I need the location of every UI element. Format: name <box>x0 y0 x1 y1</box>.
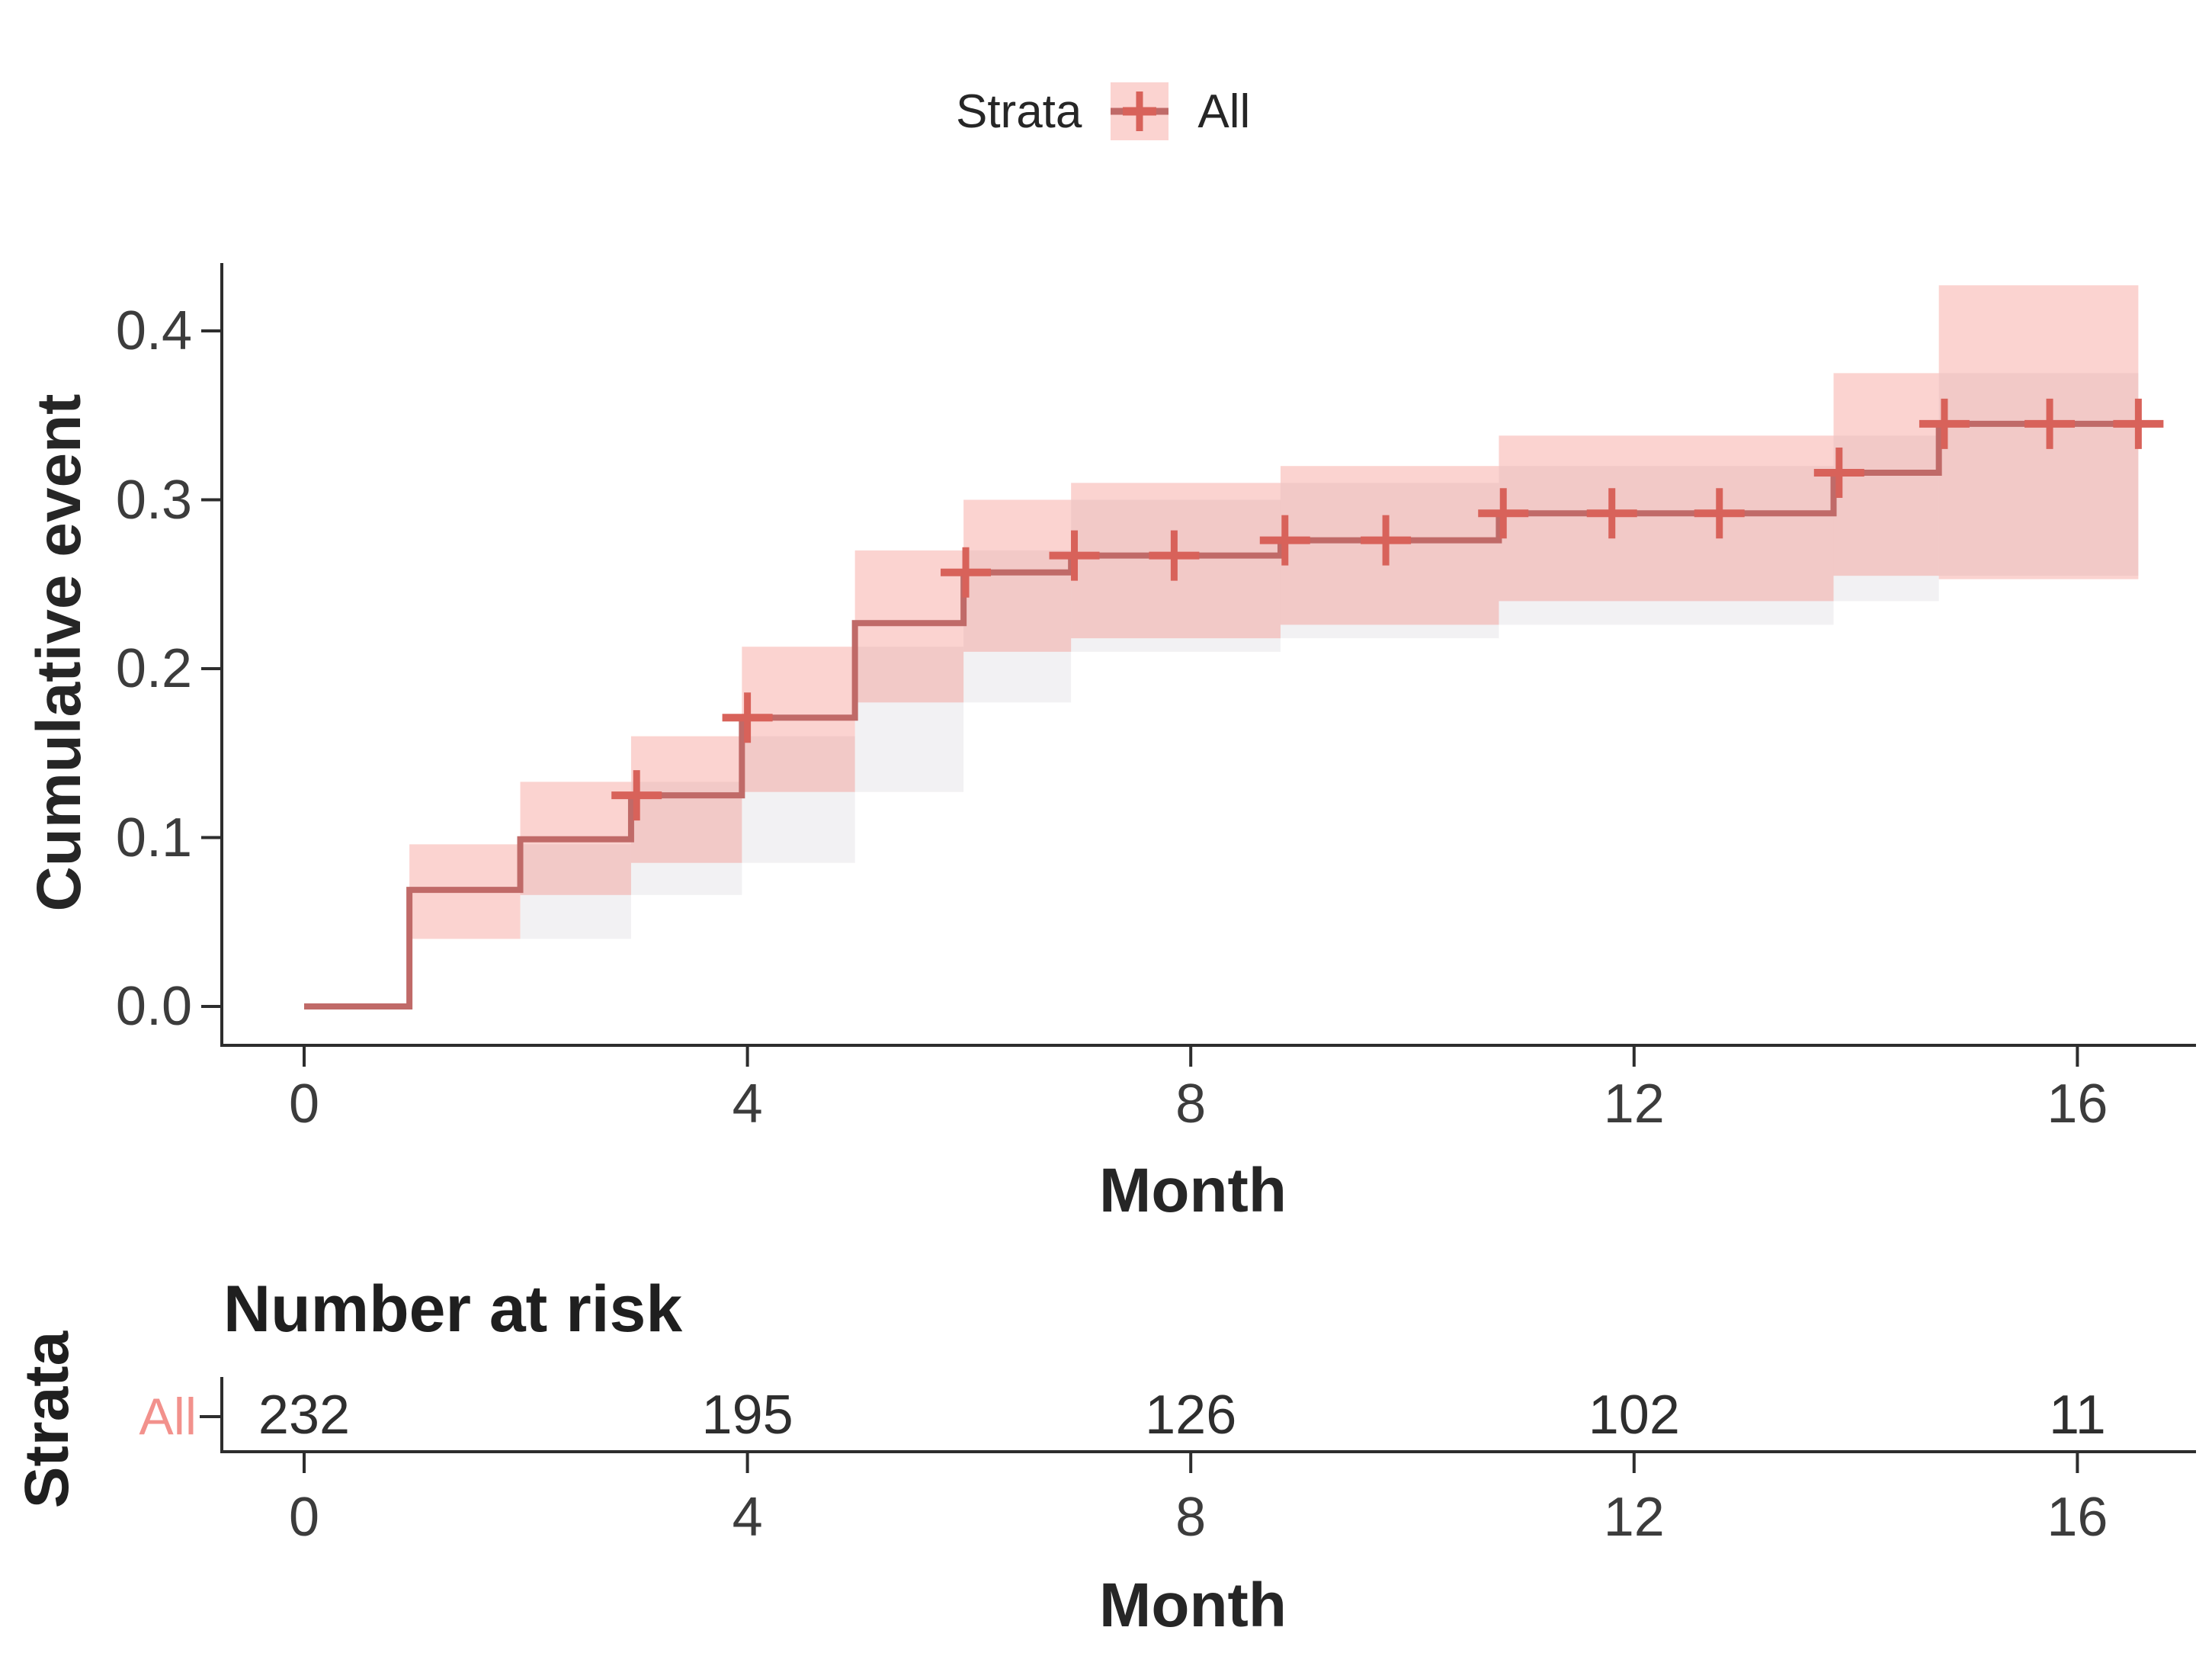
risk-count-value: 232 <box>258 1385 351 1446</box>
risk-table-x-axis-title: Month <box>1099 1571 1287 1640</box>
risk-x-tick-label: 4 <box>732 1487 763 1548</box>
censor-plus-icon <box>1111 91 1169 131</box>
ci-band-segment <box>1499 435 1834 602</box>
risk-count-value: 126 <box>1145 1385 1237 1446</box>
y-tick-label: 0.2 <box>115 638 192 699</box>
x-tick-label: 8 <box>1175 1074 1207 1135</box>
y-tick-label: 0.1 <box>115 807 192 868</box>
ci-band-segment <box>1938 285 2139 579</box>
x-tick-label: 16 <box>2047 1074 2108 1135</box>
ci-band-overlap <box>1833 435 1939 602</box>
risk-count-value: 11 <box>2049 1385 2106 1446</box>
risk-x-tick-label: 16 <box>2047 1487 2108 1548</box>
ci-band-overlap <box>854 647 964 792</box>
risk-table-title: Number at risk <box>223 1273 683 1346</box>
ci-band-overlap <box>1499 466 1834 625</box>
x-tick-label: 4 <box>732 1074 763 1135</box>
legend: Strata All <box>956 82 1250 140</box>
x-tick-label: 0 <box>288 1074 320 1135</box>
y-tick-label: 0.4 <box>115 300 192 361</box>
risk-x-tick-label: 8 <box>1175 1487 1207 1548</box>
x-axis-title: Month <box>1099 1156 1287 1225</box>
ci-band-overlap <box>742 736 855 863</box>
ci-band-segment <box>1280 466 1499 625</box>
ci-band-segment <box>630 736 742 863</box>
y-axis-title: Cumulative event <box>24 393 94 912</box>
x-tick-label: 12 <box>1603 1074 1665 1135</box>
ci-band-overlap <box>1938 373 2139 576</box>
risk-x-tick-label: 0 <box>288 1487 320 1548</box>
risk-count-value: 195 <box>701 1385 793 1446</box>
ci-band-overlap <box>630 782 742 895</box>
risk-x-tick-label: 12 <box>1603 1487 1665 1548</box>
y-tick-label: 0.3 <box>115 469 192 531</box>
legend-item-label: All <box>1197 85 1251 138</box>
y-tick-label: 0.0 <box>115 976 192 1037</box>
legend-key-swatch <box>1111 82 1169 140</box>
ci-band-overlap <box>520 844 631 939</box>
risk-table-strata-axis-label: Strata <box>12 1330 82 1509</box>
legend-title: Strata <box>955 85 1082 138</box>
risk-table-row-label: All <box>139 1388 197 1446</box>
step-curve <box>304 420 2139 1009</box>
risk-count-value: 102 <box>1588 1385 1680 1446</box>
ci-band-overlap <box>1280 483 1499 639</box>
